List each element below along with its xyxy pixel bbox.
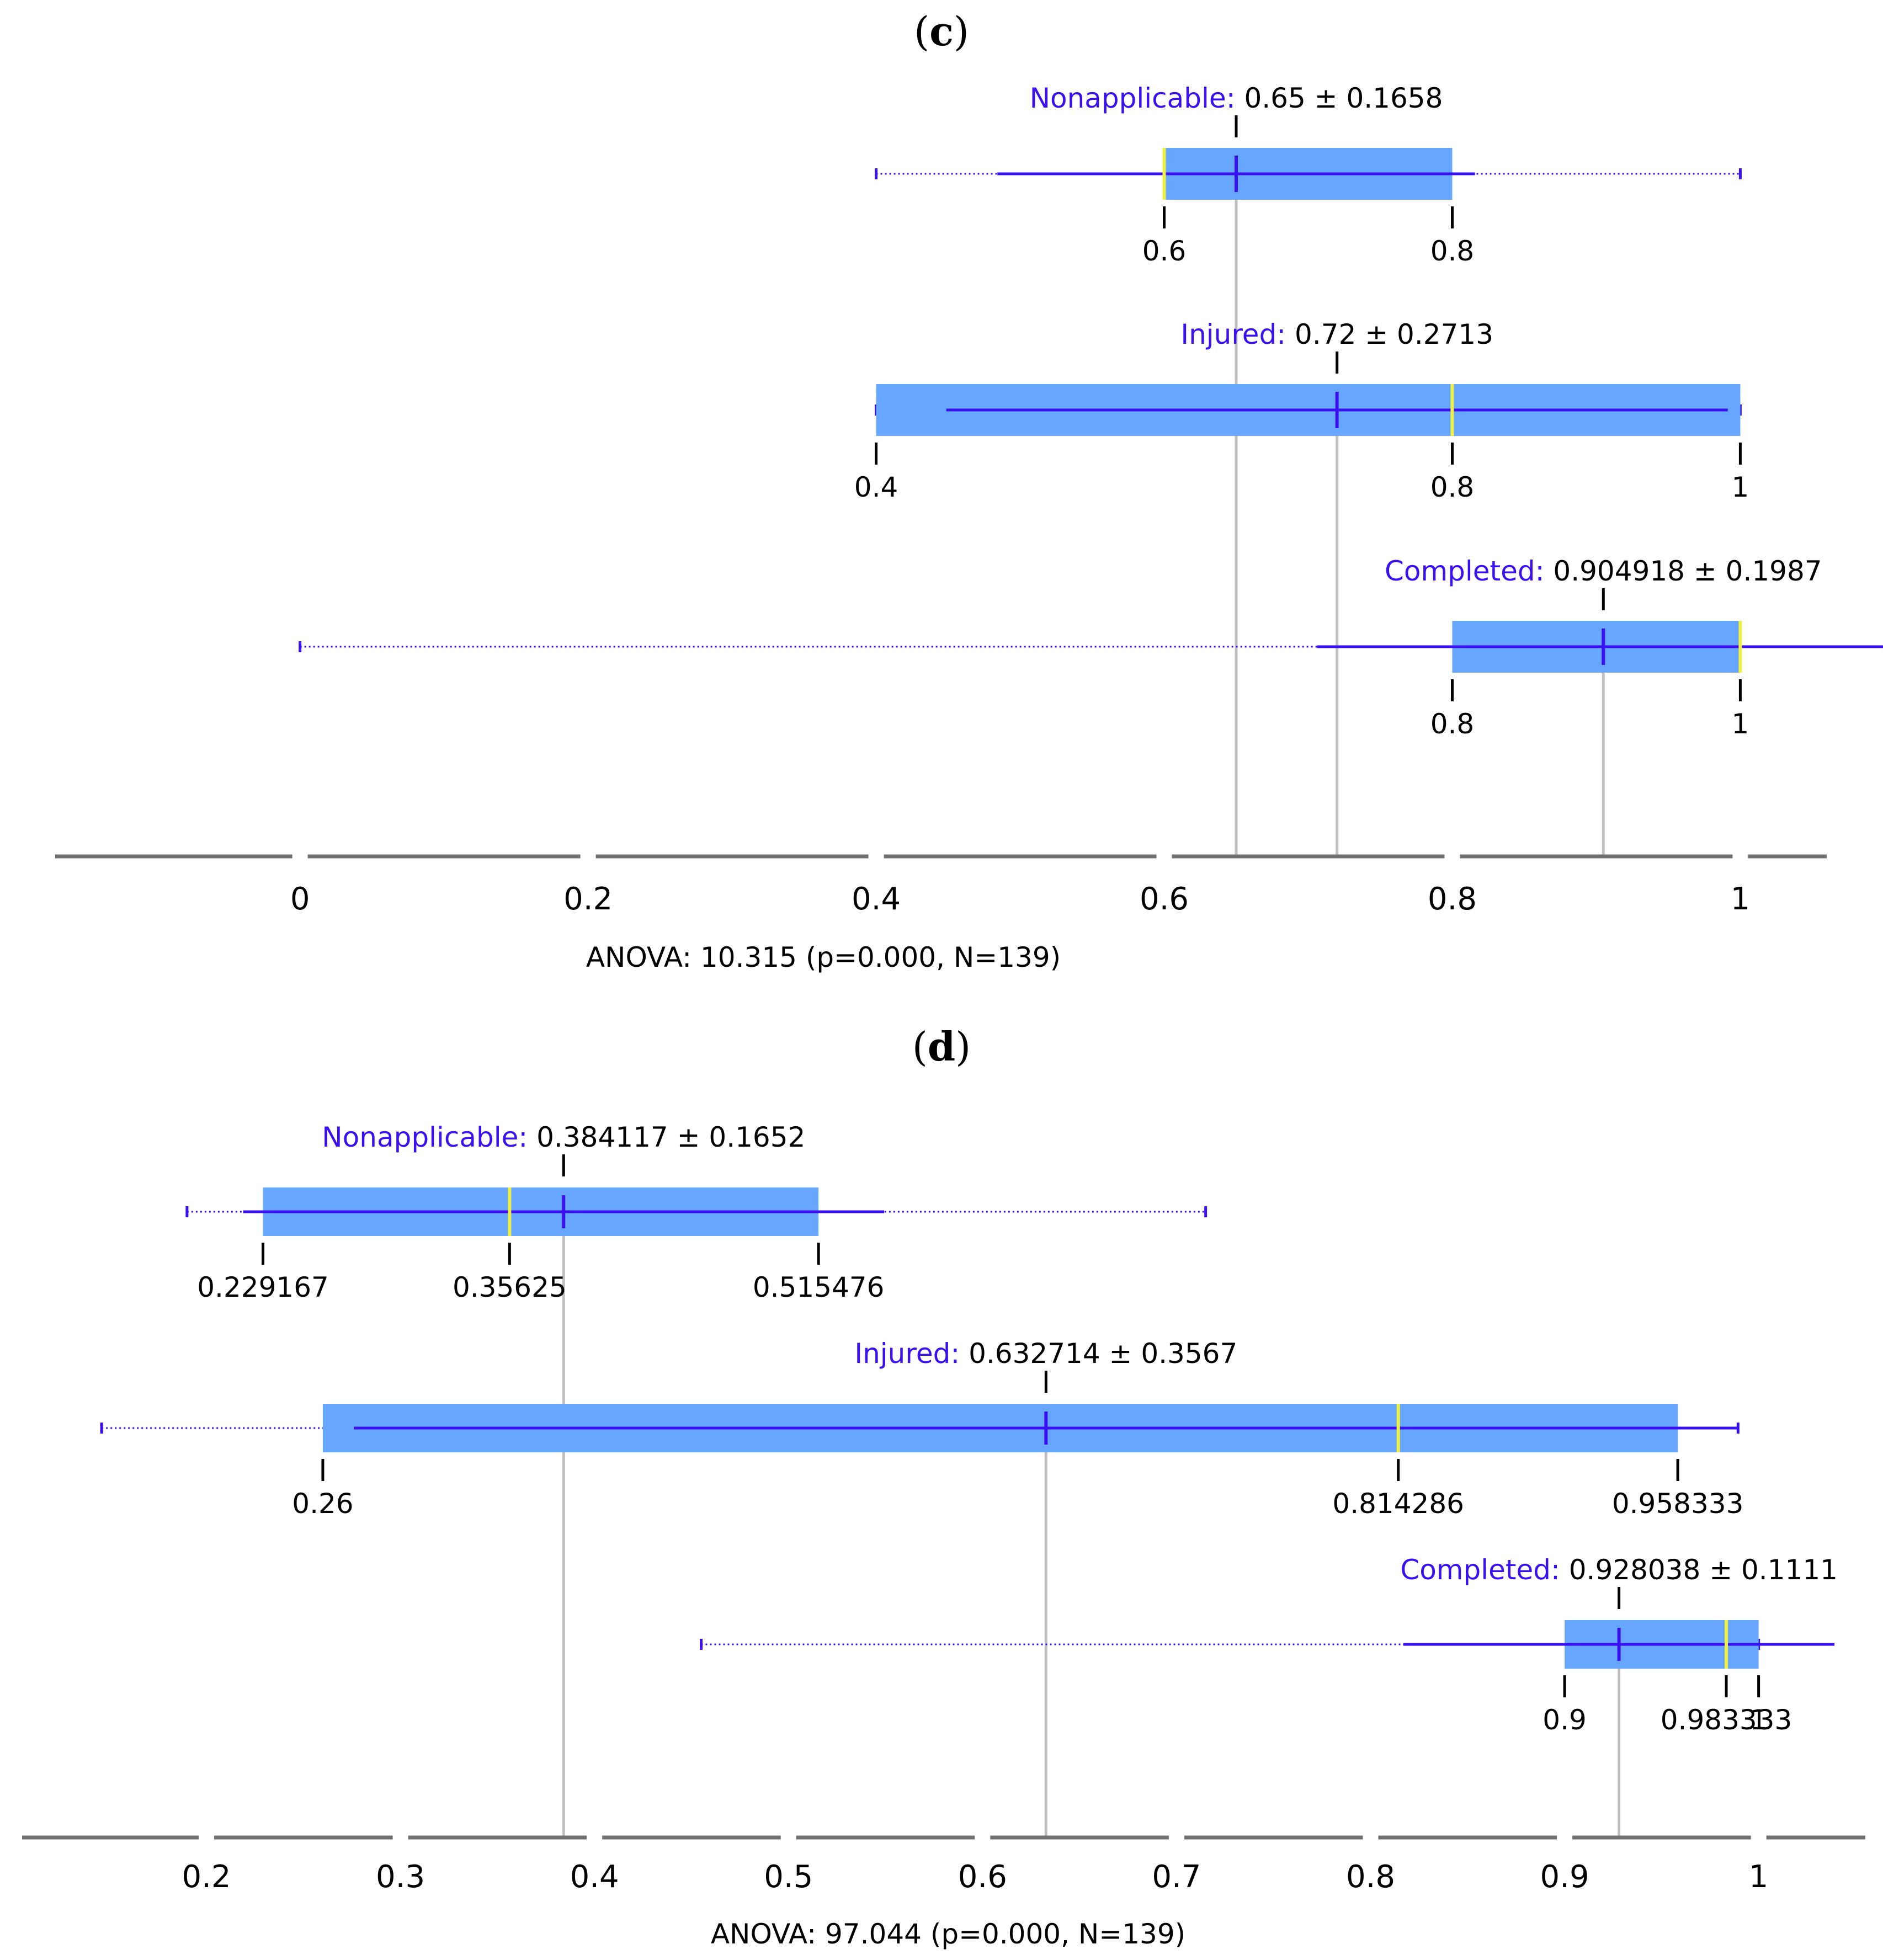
group-header-label: Nonapplicable: 0.65 ± 0.1658	[1030, 82, 1443, 114]
axis-tick-label: 0.6	[1140, 881, 1189, 917]
group-stat: 0.632714 ± 0.3567	[969, 1338, 1237, 1370]
axis-tick-label: 0.4	[852, 881, 901, 917]
box-group-3: Completed: 0.904918 ± 0.1987 0.8 1	[299, 555, 1883, 740]
group-name: Injured:	[854, 1338, 969, 1370]
quantile-label: 0.958333	[1612, 1488, 1744, 1520]
group-name: Nonapplicable:	[322, 1121, 536, 1153]
quantile-label: 1	[1732, 471, 1749, 503]
axis-tick-label: 0.3	[376, 1859, 425, 1895]
group-stat: 0.384117 ± 0.1652	[536, 1121, 805, 1153]
group-stat: 0.65 ± 0.1658	[1244, 82, 1443, 114]
panel-c-label: (c)	[914, 8, 969, 55]
axis-tick-label: 0.6	[958, 1859, 1007, 1895]
axis-tick-label: 0.8	[1346, 1859, 1395, 1895]
quantile-label: 0.9	[1542, 1704, 1587, 1736]
group-name: Completed:	[1385, 555, 1553, 587]
box-group-2: Injured: 0.72 ± 0.2713 0.4 0.8 1	[854, 318, 1749, 503]
quantile-label: 0.515476	[753, 1271, 885, 1303]
box-group-2: Injured: 0.632714 ± 0.3567 0.26 0.814286 0.…	[100, 1338, 1744, 1520]
axis-tick-label: 0.2	[182, 1859, 231, 1895]
quantile-label: 0.983333	[1661, 1704, 1792, 1736]
box-group-1: Nonapplicable: 0.384117 ± 0.1652 0.229167…	[185, 1121, 1208, 1303]
quantile-label: 0.229167	[197, 1271, 329, 1303]
group-header-label: Nonapplicable: 0.384117 ± 0.1652	[322, 1121, 805, 1153]
axis-tick-label: 0.5	[764, 1859, 813, 1895]
box-group-1: Nonapplicable: 0.65 ± 0.1658 0.6 0.8	[875, 82, 1742, 267]
quantile-label: 1	[1750, 1704, 1768, 1736]
axis-tick-label: 1	[1731, 881, 1751, 917]
group-name: Injured:	[1180, 318, 1295, 350]
axis-tick-label: 1	[1749, 1859, 1769, 1895]
axis-tick-label: 0	[290, 881, 310, 917]
group-stat: 0.72 ± 0.2713	[1295, 318, 1493, 350]
group-header-label: Completed: 0.928038 ± 0.1111	[1400, 1554, 1838, 1586]
quantile-label: 0.8	[1430, 471, 1475, 503]
panel-d-label: (d)	[912, 1023, 971, 1070]
panel-d: (d) Nonapplicable: 0.384117 ± 0.1652 0.22…	[22, 1023, 1865, 1950]
axis-tick-label: 0.2	[563, 881, 613, 917]
anova-label: ANOVA: 10.315 (p=0.000, N=139)	[586, 941, 1061, 973]
group-name: Nonapplicable:	[1030, 82, 1244, 114]
group-header-label: Injured: 0.72 ± 0.2713	[1180, 318, 1493, 350]
quantile-label: 0.35625	[453, 1271, 567, 1303]
group-header-label: Completed: 0.904918 ± 0.1987	[1385, 555, 1822, 587]
axis-tick-label: 0.9	[1540, 1859, 1589, 1895]
quantile-label: 0.814286	[1332, 1488, 1464, 1520]
axis-tick-label: 0.7	[1152, 1859, 1201, 1895]
axis-tick-label: 0.4	[570, 1859, 619, 1895]
quantile-label: 0.6	[1142, 235, 1187, 267]
group-name: Completed:	[1400, 1554, 1568, 1586]
quantile-label: 0.26	[292, 1488, 353, 1520]
anova-label: ANOVA: 97.044 (p=0.000, N=139)	[711, 1918, 1185, 1950]
group-stat: 0.904918 ± 0.1987	[1553, 555, 1822, 587]
group-stat: 0.928038 ± 0.1111	[1569, 1554, 1838, 1586]
quantile-label: 0.8	[1430, 235, 1475, 267]
quantile-label: 0.8	[1430, 708, 1475, 740]
group-header-label: Injured: 0.632714 ± 0.3567	[854, 1338, 1237, 1370]
quantile-label: 0.4	[854, 471, 898, 503]
quantile-label: 1	[1732, 708, 1749, 740]
axis-tick-label: 0.8	[1428, 881, 1477, 917]
